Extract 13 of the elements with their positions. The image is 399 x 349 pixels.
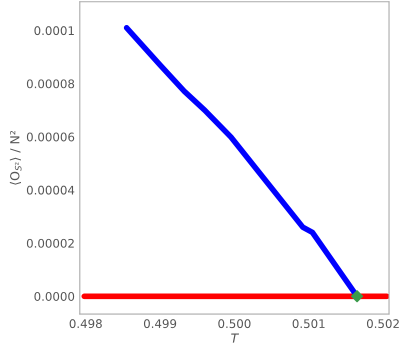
x-axis-title: T — [231, 334, 240, 343]
x-tick-label: 0.498 — [70, 319, 102, 328]
y-axis-title: ⟨O$_{S²}$⟩ / N² — [10, 130, 22, 185]
y-tick-label: 0.00008 — [26, 79, 74, 88]
y-tick-label: 0.00002 — [26, 238, 74, 248]
x-tick-label: 0.500 — [218, 319, 251, 328]
y-tick-label: 0.00004 — [26, 186, 74, 195]
x-tick-label: 0.502 — [366, 319, 399, 328]
y-tick-label: 0.0000 — [34, 292, 74, 301]
y-tick-label: 0.00006 — [26, 132, 74, 142]
y-tick-label: 0.0001 — [34, 26, 74, 36]
x-tick-label: 0.501 — [292, 319, 325, 328]
x-tick-label: 0.499 — [144, 319, 176, 328]
